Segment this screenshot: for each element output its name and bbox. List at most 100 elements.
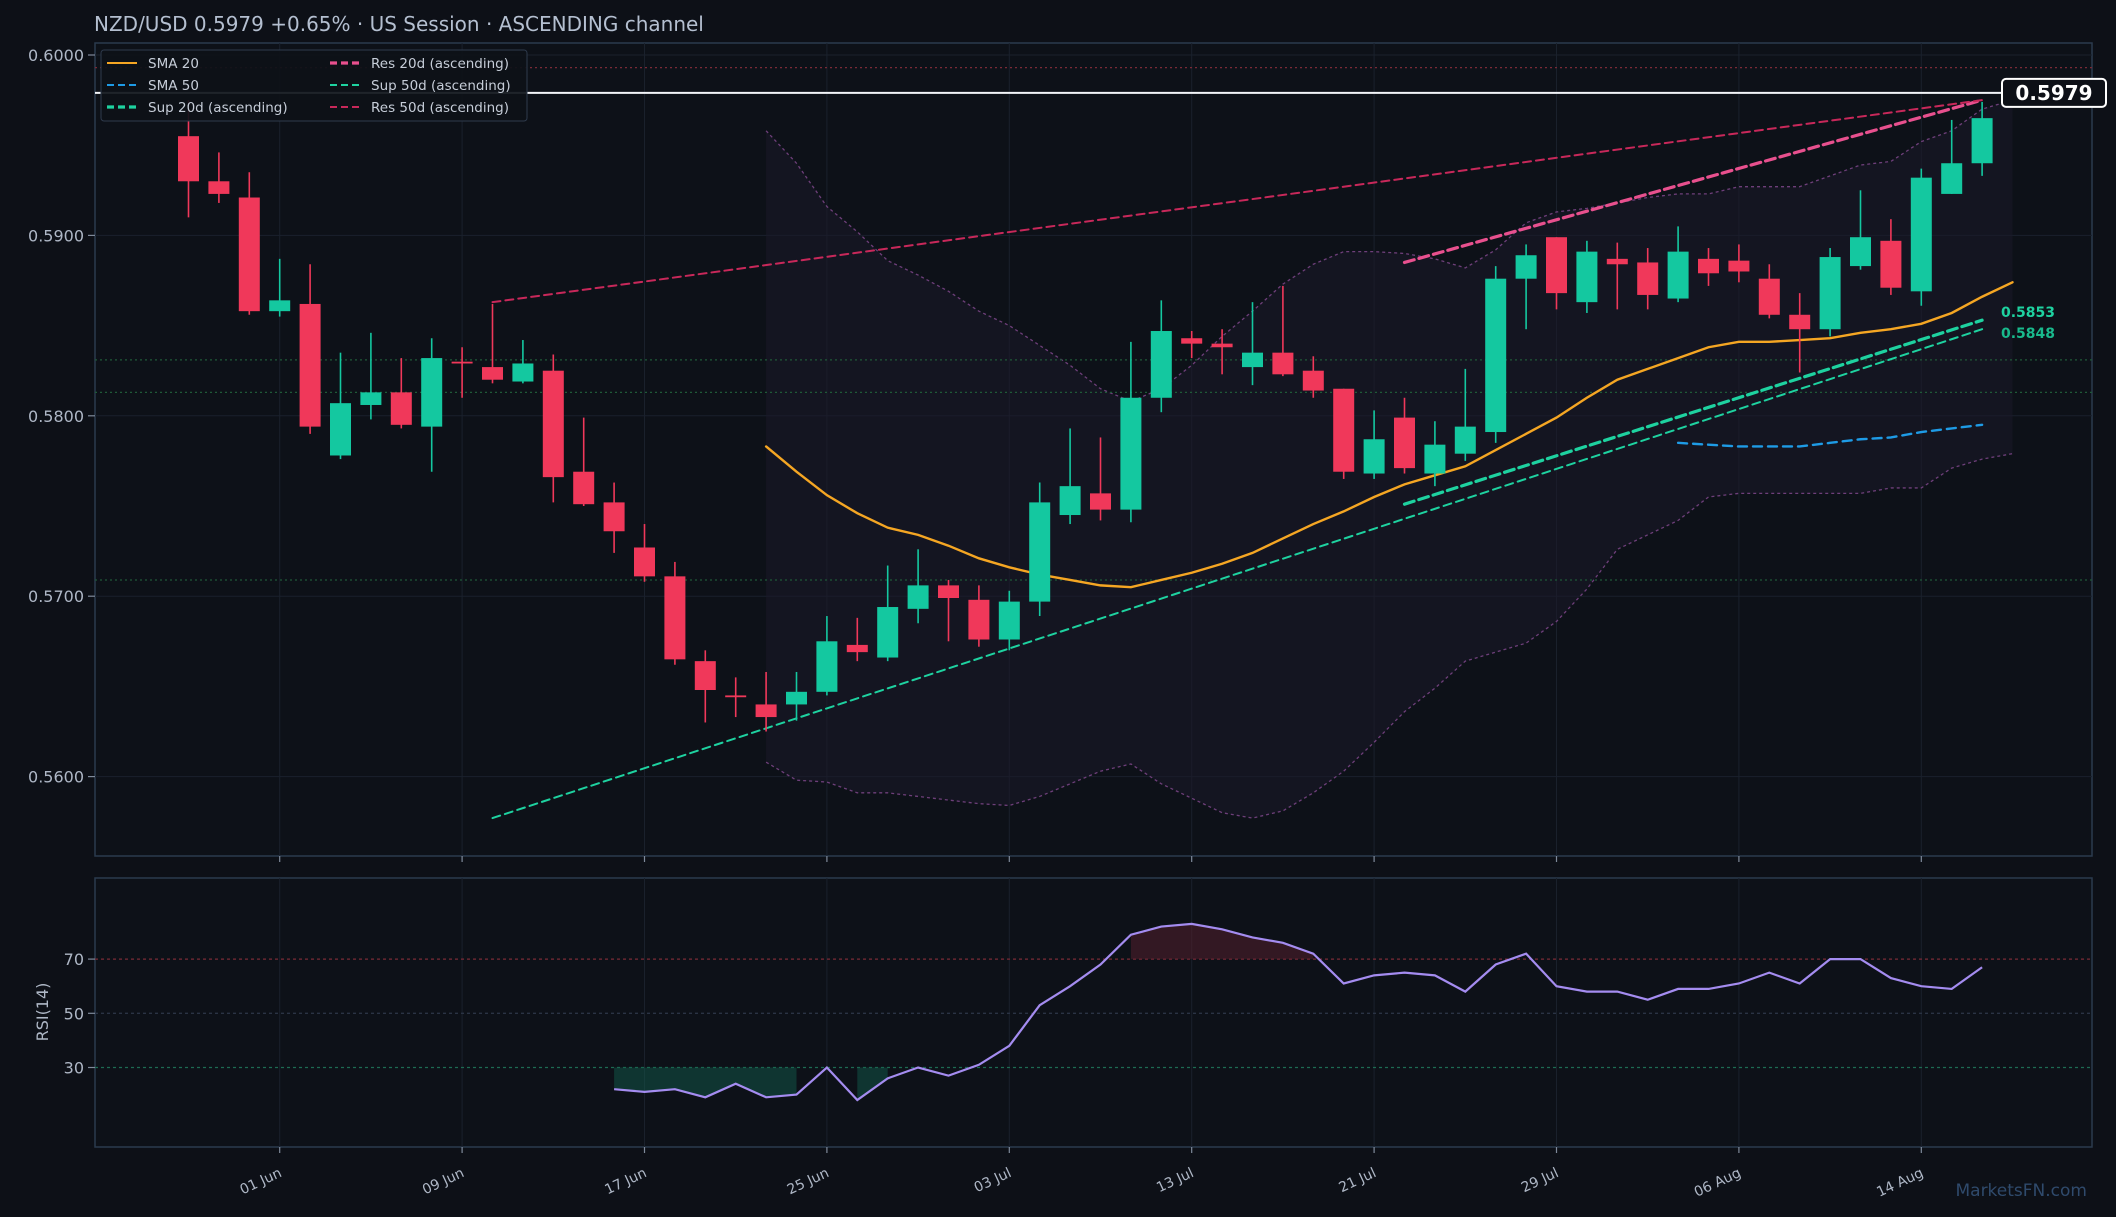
sma-50-line [1676,423,1984,448]
candle-body [512,363,534,382]
candle-body [634,547,655,577]
candle-body [877,607,899,658]
rsi-oversold-zone [857,1067,888,1101]
candle-body [330,403,351,456]
rsi-tick-label: 70 [64,950,84,969]
candle-body [1576,251,1598,303]
price-tick-label: 0.5700 [28,587,84,606]
candle-body [1394,417,1415,469]
bollinger-band [765,99,2013,819]
candle-body [1485,278,1507,433]
candle-body [299,303,321,427]
legend-label: Res 50d (ascending) [371,100,509,116]
price-tick-label: 0.5600 [28,768,84,787]
candle-body [1728,260,1750,272]
price-tick-label: 0.5800 [28,407,84,426]
price-axis: 0.5600 0.5700 0.5800 0.5900 0.6000 [28,46,95,787]
candle-body [1181,338,1203,344]
candle-body [664,576,686,660]
candle-body [1698,258,1719,274]
legend-label: Sup 20d (ascending) [148,100,288,116]
support-end-label: 0.5848 [2001,326,2055,342]
candle-body [1454,426,1476,454]
rsi-tick-label: 30 [64,1059,84,1078]
rsi-panel-frame [94,877,2093,1148]
candle-body [1272,352,1294,375]
candle-body [421,358,443,427]
candle-body [451,361,473,364]
bollinger-upper [765,99,2013,403]
candle-body [725,695,747,698]
candle-body [1971,118,1993,164]
candle-body [603,502,625,532]
legend: SMA 20 Res 20d (ascending) SMA 50 Sup 50d (… [100,49,528,122]
candle-body [786,691,807,705]
candle-body [573,471,595,505]
end-labels: 0.5979 0.5853 0.5848 [2001,77,2107,342]
candle-body [208,181,230,194]
candle-body [1029,502,1051,602]
candle-body [1120,397,1142,510]
legend-label: SMA 50 [148,78,199,94]
last-price-box [2001,77,2107,108]
candle-body [816,641,838,692]
indicator-lines [491,98,2014,820]
legend-label: SMA 20 [148,56,199,72]
rsi-line-path [614,922,1983,1102]
watermark: MarketsFN.com [1955,1181,2087,1201]
candle-body [1424,444,1446,474]
candle-body [907,585,929,609]
legend-label: Sup 50d (ascending) [371,78,511,94]
legend-label: Res 20d (ascending) [371,56,509,72]
candle-body [1150,331,1172,398]
rsi-grid [95,878,2092,1147]
candle-body [1363,439,1385,474]
rsi-axis-label: RSI(14) [33,983,52,1042]
candle-body [1546,237,1567,294]
candles [178,100,1993,732]
candle-body [238,197,260,312]
candle-body [1211,343,1233,348]
candle-body [1880,240,1902,288]
candle-body [846,644,868,653]
candle-body [178,136,199,182]
res-20d-ascending-line [1402,98,1984,265]
rsi-panel: 30 50 70 RSI(14) [33,877,2093,1148]
price-tick-label: 0.5900 [28,226,84,245]
candle-body [1789,314,1811,330]
candle-body [1090,493,1111,510]
candle-body [1637,262,1659,295]
candle-body [1059,486,1081,516]
rsi-line [614,922,1983,1102]
sma-20-line [764,281,2014,589]
candle-body [938,585,959,599]
candle-body [1758,278,1780,315]
last-price-label: 0.5979 [2015,81,2092,105]
rsi-tick-label: 50 [64,1004,84,1023]
chart-title: NZD/USD 0.5979 +0.65% · US Session · ASC… [94,12,704,36]
candle-body [1302,370,1324,391]
candle-body [1242,352,1263,368]
candle-body [968,599,990,640]
candle-body [1850,237,1871,267]
candle-body [1910,177,1932,292]
candle-body [360,392,382,405]
candle-body [1667,251,1689,299]
candle-body [542,370,564,478]
bollinger-fill [766,100,2013,819]
sup-20d-ascending-line [1402,318,1984,506]
candle-body [1819,257,1841,330]
candle-body [269,300,291,312]
candle-body [1606,258,1628,265]
candle-body [1941,163,1963,194]
rsi-axis: 30 50 70 [64,950,95,1078]
rsi-overbought-zone [1130,923,1314,960]
res-50d-ascending-line [491,99,1984,304]
sup-50d-ascending-line [491,328,1984,820]
candle-body [755,704,777,718]
candle-body [1515,255,1537,279]
support-end-label: 0.5853 [2001,305,2055,321]
candle-body [482,367,503,380]
